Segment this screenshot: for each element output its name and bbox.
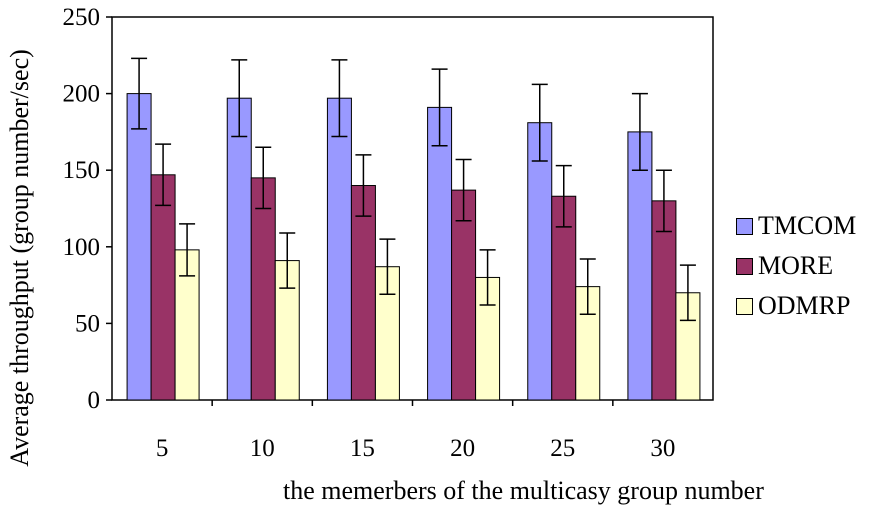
bar-more-10 [250, 177, 276, 401]
x-tick-label-5: 5 [156, 435, 169, 462]
legend-label-more: MORE [758, 251, 834, 280]
x-axis-label: the memerbers of the multicasy group num… [283, 476, 764, 505]
y-tick-label-100: 100 [63, 234, 101, 261]
y-tick-label-0: 0 [88, 387, 101, 414]
plot-frame [111, 16, 714, 401]
y-tick-label-150: 150 [63, 157, 101, 184]
legend-item-more: MORE [736, 246, 856, 286]
bar-odmrp-5 [174, 249, 200, 401]
legend: TMCOM MORE ODMRP [736, 206, 856, 326]
bar-tmcom-10 [226, 97, 252, 401]
legend-item-odmrp: ODMRP [736, 286, 856, 326]
x-tick-label-25: 25 [550, 435, 575, 462]
x-tick-label-15: 15 [350, 435, 375, 462]
legend-label-odmrp: ODMRP [758, 291, 851, 320]
bar-tmcom-20 [427, 106, 453, 401]
bar-tmcom-5 [126, 93, 152, 401]
legend-swatch-more [736, 257, 753, 275]
bar-more-30 [651, 200, 677, 401]
x-tick-label-30: 30 [650, 435, 675, 462]
bar-odmrp-25 [575, 286, 601, 401]
legend-item-tmcom: TMCOM [736, 206, 856, 246]
y-axis-label: Average throughput (group number/sec) [5, 49, 34, 467]
bar-more-20 [451, 189, 477, 401]
y-tick-label-250: 250 [63, 4, 101, 31]
y-tick-label-50: 50 [75, 310, 100, 337]
legend-label-tmcom: TMCOM [758, 211, 857, 240]
y-tick-label-200: 200 [63, 81, 101, 108]
legend-swatch-odmrp [736, 297, 753, 315]
bar-more-5 [150, 174, 176, 401]
x-tick-label-10: 10 [250, 435, 275, 462]
bar-more-15 [350, 185, 376, 401]
bar-tmcom-15 [326, 97, 352, 401]
legend-swatch-tmcom [736, 217, 753, 235]
x-tick-label-20: 20 [450, 435, 475, 462]
plot-area: 0 50 100 150 200 250 5 10 15 20 25 30 [63, 4, 714, 462]
bar-tmcom-30 [627, 131, 653, 401]
bar-tmcom-25 [527, 122, 553, 401]
